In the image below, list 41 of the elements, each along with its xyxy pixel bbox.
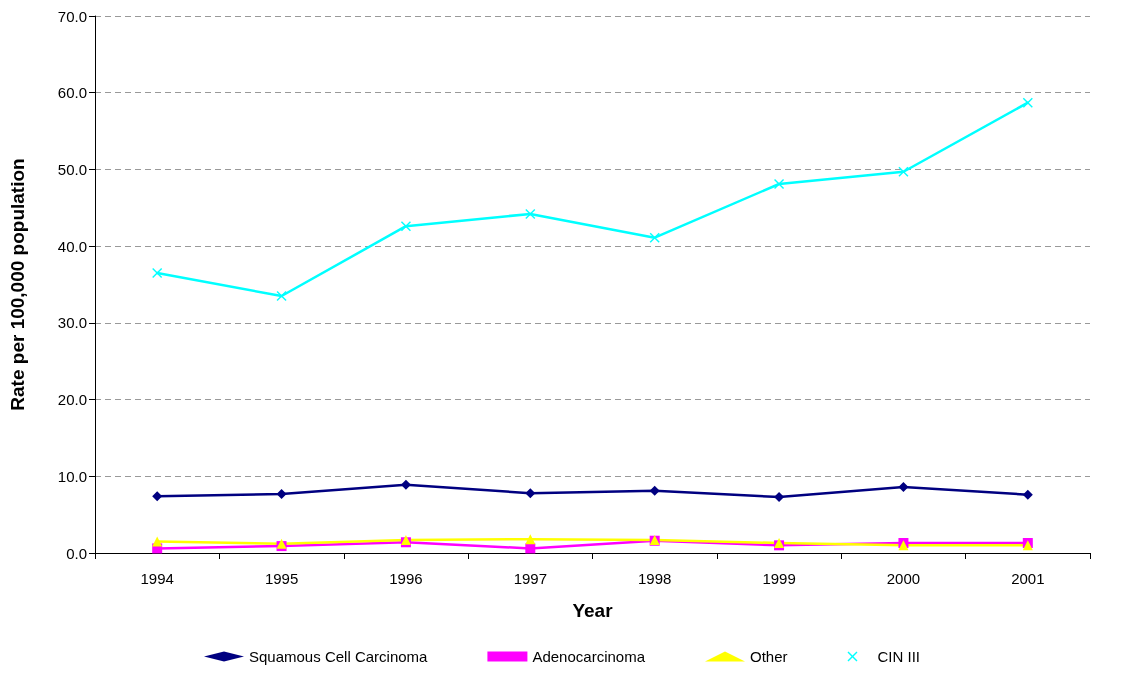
y-tick-label: 20.0 [57, 391, 87, 409]
point [525, 543, 536, 554]
y-tick-label: 70.0 [57, 7, 87, 25]
legend-label: Squamous Cell Carcinoma [249, 648, 429, 665]
point [400, 221, 411, 232]
point [525, 488, 536, 499]
x-tick-label: 1994 [140, 570, 174, 587]
point [1022, 97, 1033, 108]
legend-label: Adenocarcinoma [532, 648, 646, 665]
point [774, 492, 785, 502]
point [152, 536, 163, 547]
point [898, 166, 909, 177]
x-tick-label: 1997 [513, 570, 547, 587]
x-tick-label: 2000 [886, 570, 921, 587]
point [649, 485, 660, 496]
point [525, 534, 536, 545]
point [152, 491, 163, 502]
point [400, 479, 411, 490]
x-tick-label: 1995 [264, 570, 299, 587]
y-tick-label: 0.0 [66, 544, 87, 562]
y-tick-label: 60.0 [57, 84, 87, 102]
point [276, 291, 287, 302]
x-tick-label: 1996 [389, 570, 423, 587]
point [525, 208, 536, 219]
y-tick-label: 50.0 [57, 160, 87, 178]
x-tick-label: 2001 [1011, 570, 1045, 587]
x-tick-label: 1998 [638, 570, 672, 587]
y-tick-label: 10.0 [57, 467, 87, 485]
y-tick-label: 30.0 [57, 314, 87, 332]
point [649, 232, 660, 243]
point [898, 482, 909, 493]
point [774, 179, 785, 189]
x-axis-title: Year [572, 600, 614, 621]
y-tick-label: 40.0 [57, 237, 87, 255]
legend-label: CIN III [877, 648, 921, 665]
legend-label: Other [749, 648, 788, 665]
point [276, 488, 287, 499]
y-axis-title: Rate per 100,000 population [7, 158, 28, 411]
x-tick-label: 1999 [762, 570, 796, 587]
point [152, 267, 163, 278]
point [1022, 489, 1033, 500]
